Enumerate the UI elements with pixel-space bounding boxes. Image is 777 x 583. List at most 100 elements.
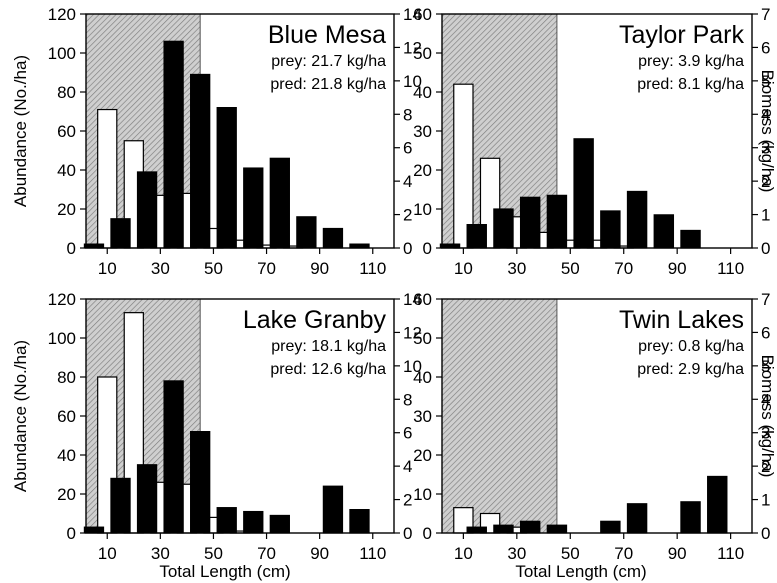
right-tick-label: 6 <box>403 139 412 158</box>
chart-panel-4: 0 10 20 30 40 50 60 0 1 2 3 4 5 6 7 10 30 50 70 90 110 Twin L… <box>413 290 770 563</box>
x-tick-label: 50 <box>561 259 580 278</box>
right-tick-label: 10 <box>403 72 422 91</box>
x-tick-label: 30 <box>507 544 526 563</box>
right-tick-label: 4 <box>403 172 412 191</box>
right-axis-label-bottom: Biomass (kg/ha) <box>758 355 777 478</box>
pred-biomass: pred: 12.6 kg/ha <box>270 361 386 378</box>
right-tick-label: 7 <box>761 5 770 24</box>
shaded-length-region <box>441 298 558 534</box>
right-tick-label: 0 <box>403 524 412 543</box>
right-tick-label: 4 <box>761 105 770 124</box>
right-tick-label: 10 <box>403 357 422 376</box>
filled-bar <box>600 210 621 249</box>
filled-bar <box>110 477 131 534</box>
x-tick-label: 30 <box>507 259 526 278</box>
annotation-box <box>227 16 392 96</box>
filled-bar <box>519 196 541 249</box>
x-tick-label: 50 <box>204 259 223 278</box>
filled-bar <box>83 526 105 534</box>
right-tick-label: 12 <box>403 323 422 342</box>
left-tick-label: 0 <box>423 239 432 258</box>
left-tick-label: 10 <box>413 200 432 219</box>
pred-biomass: pred: 8.1 kg/ha <box>637 76 744 93</box>
right-tick-label: 6 <box>761 38 770 57</box>
left-tick-label: 20 <box>57 200 76 219</box>
x-tick-label: 30 <box>151 544 170 563</box>
filled-bar <box>322 227 344 249</box>
prey-biomass: prey: 3.9 kg/ha <box>638 53 744 70</box>
right-tick-label: 6 <box>403 424 412 443</box>
filled-bar <box>136 464 158 534</box>
left-tick-label: 20 <box>413 446 432 465</box>
x-tick-label: 30 <box>151 259 170 278</box>
x-tick-label: 110 <box>717 259 744 278</box>
right-tick-label: 7 <box>761 290 770 309</box>
filled-bar <box>493 524 514 534</box>
x-tick-label: 90 <box>668 259 687 278</box>
right-tick-label: 5 <box>761 357 770 376</box>
prey-biomass: prey: 0.8 kg/ha <box>638 338 744 355</box>
lake-name: Taylor Park <box>619 21 745 49</box>
left-tick-label: 40 <box>57 446 76 465</box>
right-tick-label: 5 <box>761 72 770 91</box>
x-tick-label: 70 <box>257 544 276 563</box>
x-tick-label: 70 <box>614 544 633 563</box>
right-tick-label: 2 <box>761 457 770 476</box>
left-tick-label: 20 <box>413 161 432 180</box>
filled-bar <box>190 73 211 249</box>
filled-bar <box>136 171 158 249</box>
filled-bar <box>190 431 211 534</box>
right-tick-label: 6 <box>761 323 770 342</box>
filled-bar <box>653 214 675 249</box>
pred-biomass: pred: 2.9 kg/ha <box>637 361 744 378</box>
left-tick-label: 60 <box>57 407 76 426</box>
filled-bar <box>626 503 648 534</box>
filled-bar <box>707 475 728 534</box>
x-tick-label: 10 <box>98 259 117 278</box>
left-tick-label: 20 <box>57 485 76 504</box>
filled-bar <box>493 208 514 249</box>
right-tick-label: 2 <box>761 172 770 191</box>
prey-biomass: prey: 18.1 kg/ha <box>271 338 386 355</box>
right-tick-label: 1 <box>761 206 770 225</box>
left-tick-label: 60 <box>413 5 432 24</box>
chart-panel-3: 0 20 40 60 80 100 120 0 2 4 6 8 10 12 14 10 30 50 70 90 110 L… <box>48 290 422 563</box>
left-tick-label: 40 <box>413 83 432 102</box>
filled-bar <box>269 157 290 249</box>
left-tick-label: 40 <box>413 368 432 387</box>
left-tick-label: 30 <box>413 407 432 426</box>
x-axis-label-left: Total Length (cm) <box>159 562 290 581</box>
x-tick-label: 70 <box>257 259 276 278</box>
filled-bar <box>110 218 131 249</box>
filled-bar <box>349 509 370 534</box>
annotation-box <box>227 301 392 381</box>
right-tick-label: 12 <box>403 38 422 57</box>
right-tick-label: 4 <box>761 390 770 409</box>
right-tick-label: 4 <box>403 457 412 476</box>
x-tick-label: 90 <box>668 544 687 563</box>
left-tick-label: 0 <box>67 524 76 543</box>
filled-bar <box>216 507 237 534</box>
filled-bar <box>626 190 648 249</box>
right-tick-label: 0 <box>761 239 770 258</box>
filled-bar <box>163 40 184 249</box>
left-tick-label: 0 <box>67 239 76 258</box>
x-tick-label: 50 <box>204 544 223 563</box>
prey-biomass: prey: 21.7 kg/ha <box>271 53 386 70</box>
filled-bar <box>466 526 487 534</box>
open-bar <box>453 83 474 249</box>
x-tick-label: 70 <box>614 259 633 278</box>
right-tick-label: 3 <box>761 139 770 158</box>
right-tick-label: 8 <box>403 105 412 124</box>
filled-bar <box>546 194 568 249</box>
right-tick-label: 0 <box>403 239 412 258</box>
chart-panel-1: 0 20 40 60 80 100 120 0 2 4 6 8 10 12 14 10 30 50 70 90 110 B… <box>48 5 422 278</box>
x-axis-label-right: Total Length (cm) <box>515 562 646 581</box>
right-tick-label: 3 <box>761 424 770 443</box>
left-tick-label: 80 <box>57 368 76 387</box>
pred-biomass: pred: 21.8 kg/ha <box>270 76 386 93</box>
right-tick-label: 8 <box>403 390 412 409</box>
left-tick-label: 10 <box>413 485 432 504</box>
filled-bar <box>546 524 568 534</box>
filled-bar <box>680 229 701 249</box>
